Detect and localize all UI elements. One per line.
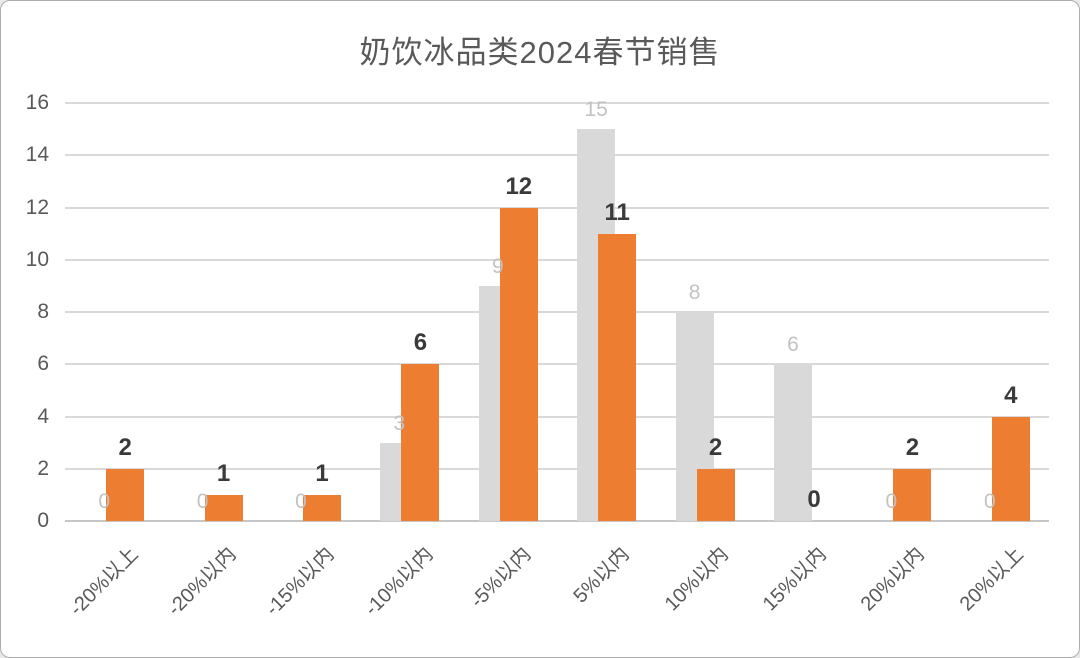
x-axis-label-7: 15%以内 [758, 543, 831, 616]
data-label-orange-9: 4 [1004, 381, 1018, 409]
data-label-gray-5: 15 [584, 98, 608, 122]
x-axis-label-2: -15%以内 [261, 543, 339, 621]
data-label-gray-4: 9 [491, 254, 504, 278]
data-label-orange-2: 1 [315, 459, 329, 487]
data-label-gray-7: 6 [787, 333, 799, 357]
data-label-gray-2: 0 [295, 490, 307, 513]
y-axis-tick-14: 14 [25, 143, 49, 167]
data-label-orange-5: 11 [604, 198, 630, 226]
y-axis-tick-6: 6 [37, 352, 49, 376]
bar-orange-9 [991, 416, 1030, 521]
bar-orange-6 [696, 468, 735, 521]
data-label-orange-3: 6 [413, 329, 428, 357]
bar-orange-4 [499, 207, 538, 521]
data-label-orange-0: 2 [118, 433, 132, 461]
y-axis-tick-4: 4 [37, 404, 49, 428]
data-label-gray-9: 0 [983, 490, 996, 513]
data-label-orange-7: 0 [807, 486, 821, 513]
gridline-y4 [65, 415, 1049, 418]
y-axis-tick-16: 16 [25, 91, 49, 114]
y-axis-tick-12: 12 [25, 195, 49, 219]
data-label-gray-1: 0 [196, 490, 209, 513]
data-label-orange-8: 2 [905, 433, 920, 461]
x-axis-label-6: 10%以内 [660, 543, 733, 616]
data-label-orange-4: 12 [505, 172, 533, 200]
data-label-gray-6: 8 [688, 281, 701, 304]
bar-orange-8 [893, 468, 932, 521]
x-axis-label-5: 5%以内 [569, 543, 635, 608]
gridline-y8 [65, 311, 1049, 313]
gridline-y6 [65, 363, 1049, 366]
gridline-y14 [65, 154, 1049, 157]
gridline-y2 [65, 467, 1049, 470]
x-axis-label-0: -20%以上 [65, 543, 143, 621]
y-axis-tick-8: 8 [37, 300, 49, 323]
y-axis-tick-2: 2 [37, 456, 49, 480]
gridline-y12 [65, 206, 1049, 209]
x-axis-label-9: 20%以上 [955, 543, 1028, 616]
data-label-orange-1: 1 [216, 459, 231, 487]
bar-gray-7 [774, 364, 812, 521]
data-label-gray-0: 0 [98, 490, 111, 513]
bar-orange-2 [303, 494, 341, 521]
gridline-y0 [65, 520, 1049, 522]
gridline-y10 [65, 258, 1049, 261]
bar-orange-3 [401, 364, 440, 521]
x-axis-label-1: -20%以内 [163, 543, 241, 621]
y-axis-tick-0: 0 [37, 509, 49, 532]
bar-orange-5 [598, 233, 637, 521]
chart-title: 奶饮冰品类2024春节销售 [359, 35, 721, 70]
bar-orange-0 [106, 468, 145, 521]
x-axis-label-4: -5%以内 [466, 543, 536, 613]
x-axis-label-8: 20%以内 [857, 543, 930, 616]
data-label-gray-8: 0 [885, 490, 898, 513]
x-axis-label-3: -10%以内 [360, 543, 438, 621]
bar-orange-1 [204, 494, 243, 521]
data-label-orange-6: 2 [708, 433, 723, 461]
y-axis-tick-10: 10 [25, 247, 49, 271]
gridline-y16 [65, 102, 1049, 104]
data-label-gray-3: 3 [393, 411, 406, 435]
